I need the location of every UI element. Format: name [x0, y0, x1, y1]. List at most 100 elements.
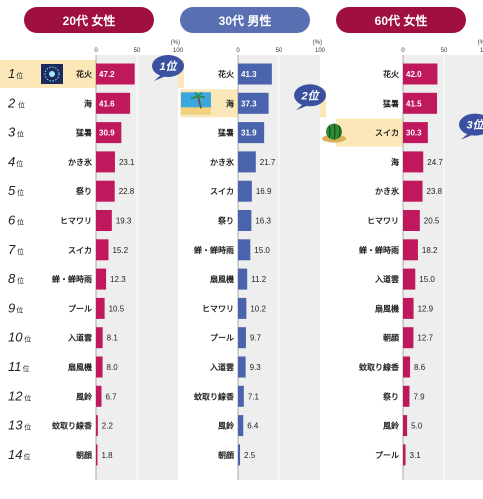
- rank-suffix: 位: [16, 71, 23, 80]
- category-label: スイカ: [375, 129, 399, 138]
- category-label: 朝顔: [76, 450, 93, 460]
- category-label: 朝顔: [383, 333, 400, 343]
- rank-badge-label: 1位: [159, 60, 178, 73]
- tick-label: 50: [276, 48, 283, 54]
- fireworks-icon: [44, 66, 60, 82]
- value-label: 9.3: [250, 363, 262, 372]
- fireworks-icon: [49, 71, 55, 77]
- bar: [403, 210, 420, 231]
- value-label: 12.7: [417, 334, 433, 343]
- bar: [403, 180, 423, 202]
- category-label: 祭り: [218, 216, 234, 226]
- rank-suffix: 位: [17, 218, 24, 227]
- palm-icon: [197, 96, 202, 109]
- category-label: 蝉・蝉時雨: [359, 245, 399, 255]
- category-label: ヒマワリ: [202, 304, 234, 313]
- bar: [238, 385, 244, 407]
- category-label: スイカ: [68, 246, 92, 255]
- rank-badge: [294, 84, 326, 107]
- category-label: ヒマワリ: [60, 217, 92, 226]
- value-label: 8.6: [414, 363, 426, 372]
- value-label: 7.1: [248, 392, 260, 401]
- value-label: 41.5: [406, 99, 422, 108]
- tick-label: 0: [236, 48, 240, 54]
- bar: [96, 210, 112, 231]
- category-label: プール: [68, 303, 92, 313]
- category-label: 入道雲: [67, 333, 92, 343]
- tick-label: 100: [480, 48, 483, 54]
- rank-badge: [152, 55, 184, 77]
- category-label: プール: [210, 333, 234, 343]
- bar: [403, 444, 406, 466]
- bar: [403, 327, 414, 349]
- value-label: 2.5: [244, 451, 256, 460]
- category-label: 祭り: [76, 186, 92, 196]
- panel-title: 60代 女性: [375, 13, 428, 28]
- value-label: 21.7: [260, 158, 276, 167]
- unit-label: (%): [313, 40, 322, 46]
- bar: [403, 356, 411, 378]
- value-label: 6.4: [247, 422, 259, 431]
- category-label: 蚊取り線香: [359, 362, 400, 372]
- bar: [96, 444, 98, 466]
- rank-number: 8: [8, 271, 16, 286]
- unit-label: (%): [171, 40, 180, 46]
- category-label: 蚊取り線香: [194, 391, 235, 401]
- category-label: 猛暑: [217, 128, 234, 138]
- rank-suffix: 位: [17, 188, 24, 197]
- category-label: 花火: [218, 69, 235, 79]
- bar: [403, 122, 428, 144]
- panel-title: 20代 女性: [63, 13, 116, 28]
- value-label: 9.7: [250, 334, 262, 343]
- bar: [403, 151, 424, 173]
- rank-number: 7: [8, 242, 16, 257]
- panel-title: 30代 男性: [219, 13, 272, 28]
- bar: [403, 239, 418, 261]
- rank-number: 13: [8, 418, 23, 433]
- rank-badge: [459, 113, 483, 136]
- bar: [238, 151, 256, 173]
- rank-suffix: 位: [24, 393, 31, 402]
- rank-suffix: 位: [16, 305, 23, 314]
- rank-suffix: 位: [23, 364, 30, 373]
- category-label: 海: [226, 98, 234, 108]
- category-label: 蝉・蝉時雨: [52, 274, 92, 284]
- value-label: 3.1: [410, 451, 422, 460]
- value-label: 12.9: [418, 304, 434, 313]
- bar: [96, 63, 135, 85]
- bar: [238, 210, 252, 231]
- category-label: かき氷: [210, 157, 235, 167]
- rank-suffix: 位: [23, 452, 30, 461]
- category-label: 猛暑: [382, 98, 399, 108]
- rank-badge-tail: [296, 103, 308, 111]
- rank-number: 9: [8, 300, 15, 315]
- bar: [96, 356, 103, 378]
- bar: [238, 444, 241, 466]
- rank-badge-tail: [154, 74, 166, 81]
- bar: [96, 122, 122, 144]
- value-label: 15.2: [112, 246, 128, 255]
- rank-number: 6: [8, 213, 16, 228]
- category-label: 蚊取り線香: [52, 421, 93, 431]
- rank-number: 1: [8, 66, 15, 81]
- category-label: 入道雲: [209, 362, 234, 372]
- bar: [96, 415, 98, 437]
- bar: [403, 385, 410, 407]
- value-label: 5.0: [411, 422, 423, 431]
- bar: [403, 63, 438, 85]
- category-label: 朝顔: [218, 450, 235, 460]
- rank-suffix: 位: [17, 130, 24, 139]
- rank-suffix: 位: [17, 247, 24, 256]
- category-label: 海: [84, 98, 92, 108]
- bar: [238, 92, 269, 114]
- bar: [96, 180, 115, 202]
- rank-number: 14: [8, 447, 22, 462]
- value-label: 31.9: [241, 129, 257, 138]
- bar: [96, 151, 115, 173]
- bar: [96, 385, 102, 407]
- bar: [238, 180, 252, 202]
- bar: [403, 268, 416, 290]
- rank-suffix: 位: [24, 423, 31, 432]
- tick-label: 0: [401, 48, 405, 54]
